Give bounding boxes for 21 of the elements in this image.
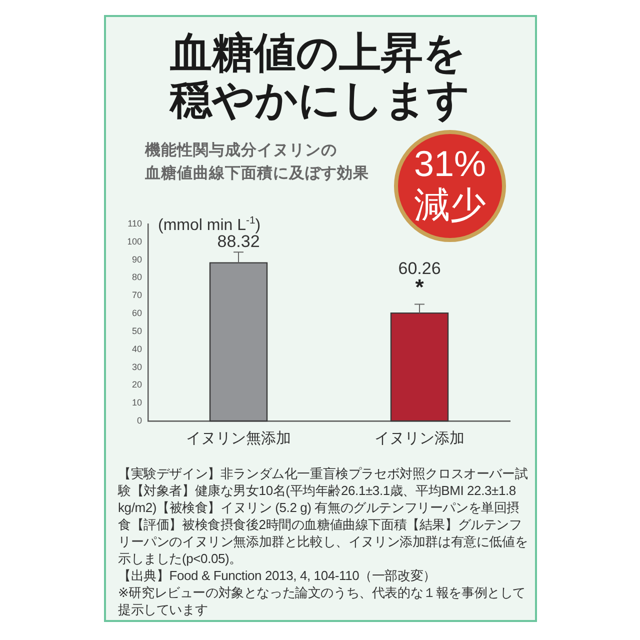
text: 【出典】Food & Function 2013, 4, 104-110（一部改変） [118,567,437,584]
chart-subtitle: 機能性関与成分イヌリンの血糖値曲線下面積に及ぼす効果 [145,142,369,182]
text: ※研究レビューの対象となった論文のうち、代表的な１報を事例として提示しています [118,584,526,618]
x-tick-label: イヌリン無添加 [186,430,291,448]
y-tick-label: 110 [128,218,142,228]
chart-title: 血糖値の上昇を穏やかにします [170,31,470,125]
y-tick-label: 100 [126,236,142,246]
y-tick-label: 10 [132,398,142,408]
y-tick-label: 90 [132,254,142,264]
y-tick-label: 0 [136,415,142,426]
data-label: 88.32 [217,232,260,252]
y-tick-label: 40 [132,344,142,354]
x-tick-label: イヌリン添加 [374,430,464,448]
y-tick-label: 30 [132,362,142,372]
text: 【実験デザイン】非ランダム化一重盲検プラセボ対照クロスオーバー試験【対象者】健康な男女10名(平均年齢26.1±3.1歳、平均BMI 22.3±1.8 kg/m2)【被検食】イヌリン (5.2 g) 有無のグルテンフリーパンを単回摂食【評価】被検食摂食後2時間の血糖値曲線下面積【結果】グルテンフリーパンのイヌリン無添加群と比較し、イヌリン添加群は有意に低値を示しました(p<0.05)。 [118,465,528,567]
y-tick-label: 20 [132,380,142,390]
y-tick-label: 70 [132,290,142,300]
annotation: 31% 減少 [412,143,488,225]
y-tick-label: 60 [132,308,142,318]
y-tick-label: 50 [132,326,142,336]
y-tick-label: 80 [132,272,142,282]
